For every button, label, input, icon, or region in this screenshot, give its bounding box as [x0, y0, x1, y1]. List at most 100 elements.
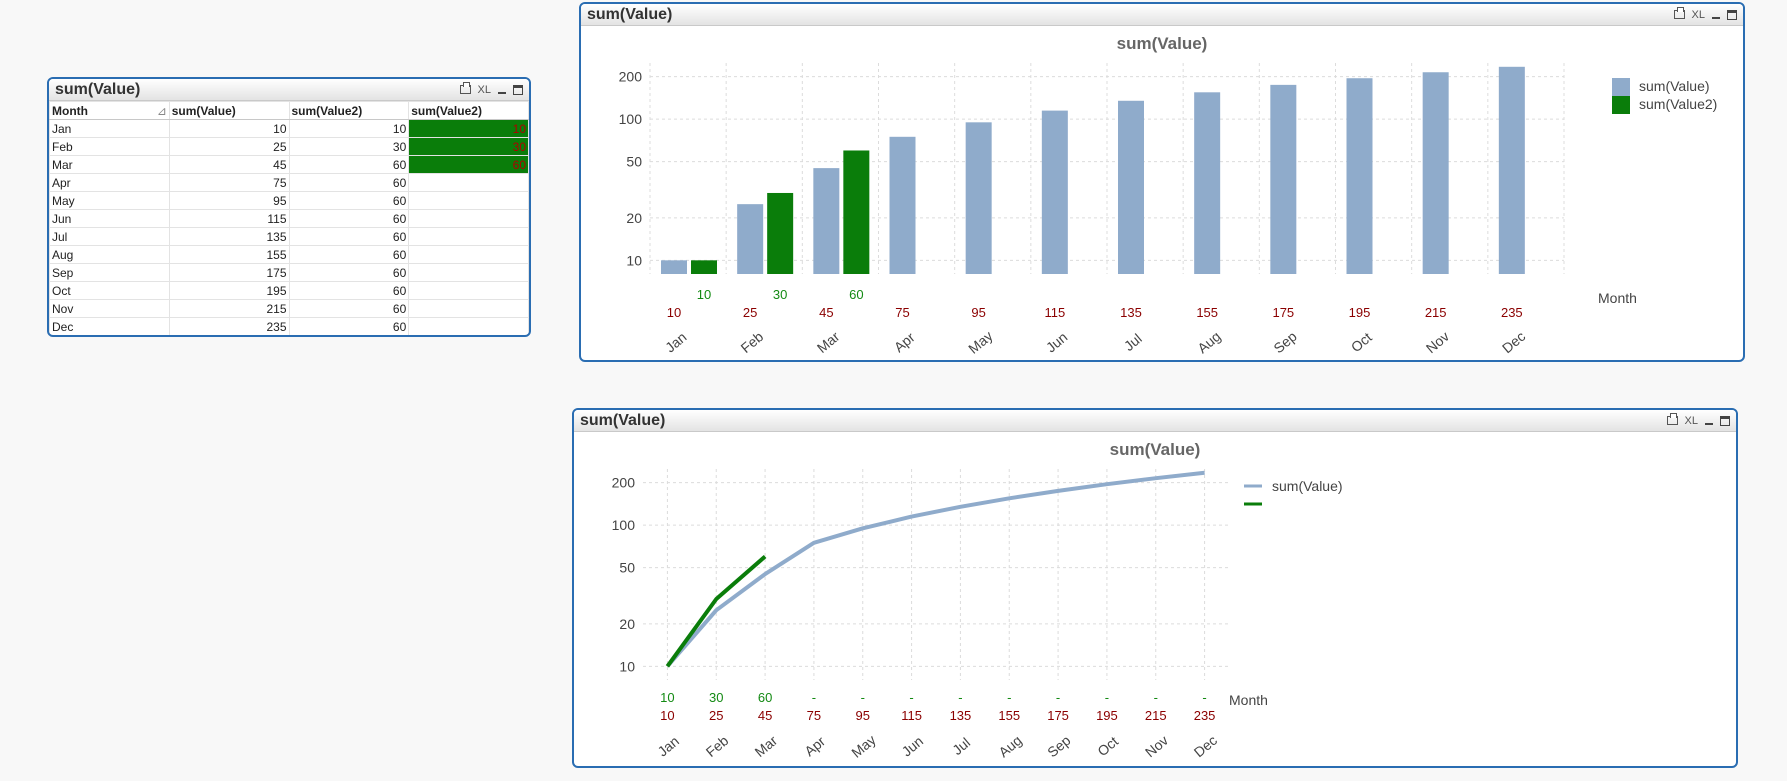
table-cell[interactable]: 215: [168, 299, 290, 318]
table-cell[interactable]: 60: [288, 173, 410, 192]
table-cell[interactable]: Jul: [49, 227, 170, 246]
table-row[interactable]: Aug 155 60: [49, 245, 529, 264]
maximize-icon[interactable]: [1720, 415, 1730, 426]
column-header[interactable]: sum(Value): [168, 101, 290, 120]
table-cell[interactable]: Sep: [49, 263, 170, 282]
table-cell[interactable]: 45: [168, 155, 290, 174]
line-chart-caption[interactable]: sum(Value) XL: [574, 410, 1736, 432]
minimize-icon[interactable]: [1705, 422, 1713, 425]
table-row[interactable]: Mar 45 60 60: [49, 155, 529, 174]
table-row[interactable]: Jun 115 60: [49, 209, 529, 228]
table-row[interactable]: Jul 135 60: [49, 227, 529, 246]
table-cell[interactable]: [408, 209, 529, 228]
table-cell[interactable]: Aug: [49, 245, 170, 264]
table-row[interactable]: Oct 195 60: [49, 281, 529, 300]
table-cell[interactable]: 115: [168, 209, 290, 228]
column-header[interactable]: sum(Value2): [408, 101, 529, 120]
table-cell[interactable]: 60: [288, 155, 410, 174]
column-header[interactable]: sum(Value2): [288, 101, 410, 120]
table-cell[interactable]: [408, 299, 529, 318]
export-excel-icon[interactable]: XL: [1684, 414, 1698, 427]
table-cell[interactable]: Oct: [49, 281, 170, 300]
export-excel-icon[interactable]: XL: [477, 83, 491, 96]
value-label-series1: 155: [1196, 305, 1218, 320]
table-cell[interactable]: 60: [288, 227, 410, 246]
line-chart[interactable]: sum(Value) 10 20 50 100 200 10 10 Jan 30 25 Feb 60 45…: [574, 432, 1736, 766]
legend-swatch-series2: [1612, 96, 1630, 114]
table-cell[interactable]: Dec: [49, 317, 170, 335]
table-cell[interactable]: 30: [408, 137, 529, 156]
table-cell[interactable]: 60: [288, 245, 410, 264]
print-icon[interactable]: [1673, 7, 1685, 19]
y-tick-label: 200: [612, 475, 636, 491]
table-box[interactable]: sum(Value) XL Month ⊿ sum(Value) sum(Valu…: [47, 77, 531, 337]
sort-icon[interactable]: ⊿: [156, 103, 167, 118]
table-cell[interactable]: Jun: [49, 209, 170, 228]
value-label-series1: 95: [856, 708, 870, 723]
table-cell[interactable]: [408, 173, 529, 192]
table-cell[interactable]: [408, 317, 529, 335]
x-tick-label: Jan: [662, 329, 690, 356]
table-row[interactable]: Apr 75 60: [49, 173, 529, 192]
y-tick-label: 100: [619, 111, 643, 127]
table-cell[interactable]: 95: [168, 191, 290, 210]
value-label-series2: -: [1154, 690, 1158, 705]
table-cell[interactable]: May: [49, 191, 170, 210]
table-cell[interactable]: 175: [168, 263, 290, 282]
print-icon[interactable]: [459, 82, 471, 94]
table-cell[interactable]: 135: [168, 227, 290, 246]
table-cell[interactable]: 60: [288, 263, 410, 282]
table-cell[interactable]: 60: [288, 281, 410, 300]
x-tick-label: Jan: [654, 733, 682, 760]
table-cell[interactable]: Mar: [49, 155, 170, 174]
bar-series1: [889, 136, 916, 274]
bar-chart-caption[interactable]: sum(Value) XL: [581, 4, 1743, 26]
table-cell[interactable]: 60: [288, 299, 410, 318]
table-cell[interactable]: [408, 191, 529, 210]
table-row[interactable]: Nov 215 60: [49, 299, 529, 318]
minimize-icon[interactable]: [498, 91, 506, 94]
export-excel-icon[interactable]: XL: [1691, 8, 1705, 21]
table-cell[interactable]: 60: [288, 209, 410, 228]
table-cell[interactable]: 10: [408, 119, 529, 138]
line-chart-box[interactable]: sum(Value) XL sum(Value) 10 20 50 100 200 10 10…: [572, 408, 1738, 768]
table-cell[interactable]: Nov: [49, 299, 170, 318]
table-cell[interactable]: [408, 227, 529, 246]
table-cell[interactable]: 25: [168, 137, 290, 156]
table-box-caption[interactable]: sum(Value) XL: [49, 79, 529, 101]
bar-chart[interactable]: sum(Value) 10 20 50 100 200 10 10 Jan 25 30 Feb 45 60…: [581, 26, 1743, 360]
bar-chart-box-title: sum(Value): [587, 5, 673, 23]
y-tick-label: 20: [619, 616, 635, 632]
chart-title: sum(Value): [1117, 34, 1208, 53]
table-cell[interactable]: 235: [168, 317, 290, 335]
maximize-icon[interactable]: [513, 84, 523, 95]
column-header[interactable]: Month ⊿: [49, 101, 170, 120]
table-row[interactable]: Jan 10 10 10: [49, 119, 529, 138]
table-row[interactable]: Feb 25 30 30: [49, 137, 529, 156]
table-cell[interactable]: [408, 245, 529, 264]
table-row[interactable]: Dec 235 60: [49, 317, 529, 335]
bar-chart-box[interactable]: sum(Value) XL sum(Value) 10 20 50 100 200 10 10…: [579, 2, 1745, 362]
table-cell[interactable]: 10: [288, 119, 410, 138]
table-row[interactable]: Sep 175 60: [49, 263, 529, 282]
table-cell[interactable]: 30: [288, 137, 410, 156]
maximize-icon[interactable]: [1727, 9, 1737, 20]
table-cell[interactable]: [408, 263, 529, 282]
table-cell[interactable]: Feb: [49, 137, 170, 156]
table-cell[interactable]: 60: [288, 191, 410, 210]
x-tick-label: Feb: [703, 732, 732, 760]
print-icon[interactable]: [1666, 413, 1678, 425]
table-cell[interactable]: Apr: [49, 173, 170, 192]
value-label-series1: 235: [1194, 708, 1216, 723]
table-cell[interactable]: 10: [168, 119, 290, 138]
table-cell[interactable]: 155: [168, 245, 290, 264]
table-cell[interactable]: 195: [168, 281, 290, 300]
table-cell[interactable]: 60: [288, 317, 410, 335]
table-cell[interactable]: Jan: [49, 119, 170, 138]
minimize-icon[interactable]: [1712, 16, 1720, 19]
table-row[interactable]: May 95 60: [49, 191, 529, 210]
table-cell[interactable]: 60: [408, 155, 529, 174]
table-cell[interactable]: 75: [168, 173, 290, 192]
value-label-series1: 75: [895, 305, 909, 320]
table-cell[interactable]: [408, 281, 529, 300]
